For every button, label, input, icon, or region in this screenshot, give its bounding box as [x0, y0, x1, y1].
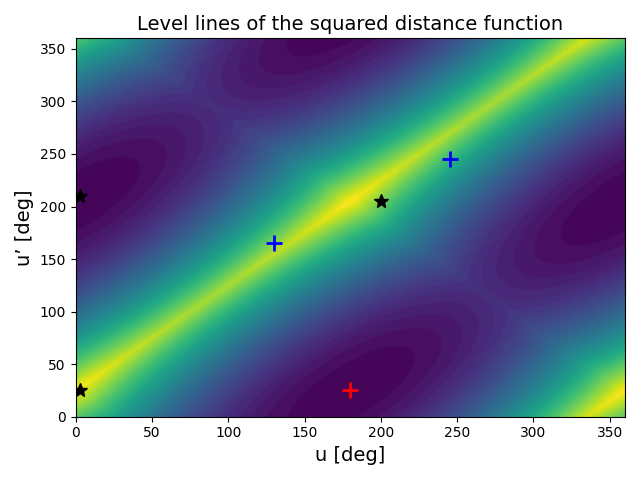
Title: Level lines of the squared distance function: Level lines of the squared distance func… — [137, 15, 563, 34]
Y-axis label: u’ [deg]: u’ [deg] — [15, 189, 34, 266]
X-axis label: u [deg]: u [deg] — [316, 446, 385, 465]
